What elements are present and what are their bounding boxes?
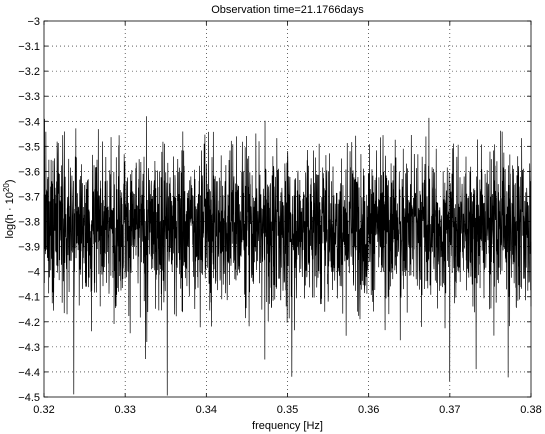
y-tick-label: −3.7: [18, 191, 40, 203]
y-tick-label: −3.3: [18, 91, 40, 103]
y-tick-label: −3.4: [18, 116, 40, 128]
y-tick-label: −3.5: [18, 141, 40, 153]
y-axis-label-exponent: 20: [2, 183, 11, 192]
y-tick-label: −3.9: [18, 242, 40, 254]
y-tick-label: −3.1: [18, 41, 40, 53]
y-axis-label-prefix: log(h · 10: [4, 192, 16, 238]
ticks-layer: 0.32 0.33 0.34 0.35 0.36 0.37 0.38 −3 −3.1 −3.2 −3…: [18, 16, 541, 416]
series-layer: [43, 116, 532, 396]
x-tick-label: 0.38: [520, 404, 541, 416]
y-tick-label: −3: [27, 16, 40, 28]
y-tick-label: −4: [27, 267, 40, 279]
y-axis-label-suffix: ): [4, 179, 16, 183]
x-tick-label: 0.35: [277, 404, 298, 416]
y-tick-label: −3.8: [18, 217, 40, 229]
y-axis-label: log(h · 1020): [2, 179, 17, 238]
y-tick-label: −4.3: [18, 342, 40, 354]
x-tick-label: 0.34: [196, 404, 217, 416]
x-axis-label: frequency [Hz]: [252, 420, 323, 432]
y-tick-label: −4.4: [18, 367, 40, 379]
chart-title: Observation time=21.1766days: [211, 4, 364, 16]
y-tick-label: −4.5: [18, 392, 40, 404]
y-tick-label: −3.2: [18, 66, 40, 78]
x-tick-label: 0.37: [439, 404, 460, 416]
y-tick-label: −4.2: [18, 317, 40, 329]
x-tick-label: 0.32: [33, 404, 54, 416]
y-tick-label: −3.6: [18, 166, 40, 178]
x-tick-label: 0.33: [114, 404, 135, 416]
series-line: [43, 116, 532, 396]
y-tick-label: −4.1: [18, 292, 40, 304]
x-tick-label: 0.36: [358, 404, 379, 416]
